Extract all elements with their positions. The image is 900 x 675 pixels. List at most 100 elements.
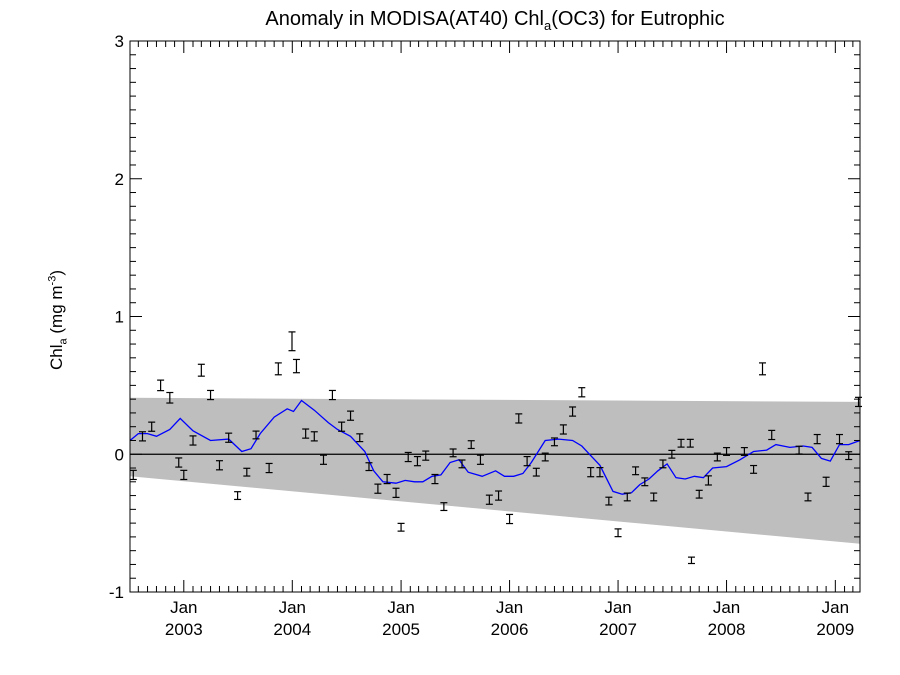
data-point xyxy=(550,437,558,447)
data-point xyxy=(506,513,514,525)
data-point xyxy=(659,459,667,469)
data-point xyxy=(485,494,493,505)
x-tick-year-label: 2005 xyxy=(382,620,420,639)
data-point xyxy=(157,379,165,392)
data-point xyxy=(215,460,223,471)
data-point xyxy=(392,487,400,498)
data-point xyxy=(804,492,812,502)
data-point xyxy=(310,431,318,442)
x-tick-month-label: Jan xyxy=(604,598,631,617)
data-point xyxy=(148,421,156,432)
data-point xyxy=(243,467,251,477)
x-tick-month-label: Jan xyxy=(170,598,197,617)
x-tick-month-label: Jan xyxy=(279,598,306,617)
data-point xyxy=(274,362,282,376)
data-point xyxy=(476,454,484,465)
data-point xyxy=(319,454,327,465)
data-point xyxy=(569,406,577,417)
data-point xyxy=(252,430,260,440)
data-point xyxy=(207,389,215,401)
data-point xyxy=(404,451,412,463)
y-tick-label: 1 xyxy=(115,308,124,327)
data-point xyxy=(138,431,146,442)
data-point xyxy=(440,502,448,512)
data-point xyxy=(813,433,821,445)
data-point xyxy=(288,331,296,352)
data-point xyxy=(532,467,540,477)
x-tick-year-label: 2004 xyxy=(273,620,311,639)
data-point xyxy=(495,490,503,501)
data-point xyxy=(704,475,712,486)
data-point xyxy=(347,410,355,421)
data-point xyxy=(422,450,430,461)
data-point xyxy=(668,449,676,459)
data-point xyxy=(723,447,731,456)
x-tick-year-label: 2003 xyxy=(165,620,203,639)
data-point xyxy=(383,473,391,485)
data-point xyxy=(302,428,310,439)
data-point xyxy=(605,496,613,506)
data-point xyxy=(677,438,685,448)
data-point xyxy=(413,455,421,467)
data-point xyxy=(449,448,457,458)
chart-title: Anomaly in MODISA(AT40) Chla(OC3) for Eu… xyxy=(0,8,900,33)
data-point xyxy=(397,522,405,532)
data-point xyxy=(365,462,373,472)
data-point xyxy=(596,466,604,478)
data-point xyxy=(515,413,523,424)
x-tick-year-label: 2006 xyxy=(491,620,529,639)
title-suffix: (OC3) for Eutrophic xyxy=(551,8,725,30)
data-point xyxy=(795,445,803,455)
data-point xyxy=(768,429,776,441)
data-point xyxy=(687,556,695,565)
x-tick-month-label: Jan xyxy=(496,598,523,617)
x-tick-year-label: 2009 xyxy=(816,620,854,639)
data-point xyxy=(180,469,188,481)
data-point xyxy=(713,452,721,462)
data-point xyxy=(292,358,300,374)
smoothed-anomaly-line xyxy=(129,399,861,495)
data-point xyxy=(559,424,567,435)
data-point xyxy=(458,459,466,469)
data-point xyxy=(578,387,586,398)
data-point xyxy=(189,435,197,446)
y-tick-label: 3 xyxy=(115,32,124,51)
data-point xyxy=(175,457,183,468)
data-point xyxy=(129,469,137,481)
data-point xyxy=(265,462,273,474)
data-point xyxy=(632,466,640,476)
data-point xyxy=(374,483,382,494)
data-point xyxy=(541,452,549,462)
x-tick-month-label: Jan xyxy=(387,598,414,617)
data-point xyxy=(845,451,853,461)
data-point xyxy=(650,492,658,502)
data-point xyxy=(431,473,439,485)
data-point xyxy=(587,466,595,478)
x-tick-month-label: Jan xyxy=(822,598,849,617)
title-text: Anomaly in MODISA(AT40) Chl xyxy=(265,8,544,30)
data-point xyxy=(623,492,631,502)
x-tick-year-label: 2007 xyxy=(599,620,637,639)
data-point xyxy=(740,447,748,456)
y-tick-label: 0 xyxy=(115,445,124,464)
data-point xyxy=(328,389,336,401)
y-tick-label: 2 xyxy=(115,170,124,189)
data-point xyxy=(695,489,703,499)
data-point xyxy=(641,477,649,487)
data-point xyxy=(686,438,694,448)
data-point xyxy=(759,362,767,376)
data-point xyxy=(234,491,242,501)
data-point xyxy=(835,433,843,445)
y-tick-label: -1 xyxy=(109,583,124,602)
data-point xyxy=(614,528,622,538)
data-point xyxy=(523,455,531,467)
data-point xyxy=(225,432,233,443)
data-point xyxy=(822,476,830,487)
data-point xyxy=(338,421,346,432)
data-point xyxy=(166,391,174,404)
data-point xyxy=(197,363,205,377)
title-subscript: a xyxy=(543,18,552,33)
data-point xyxy=(356,433,364,443)
x-tick-month-label: Jan xyxy=(713,598,740,617)
